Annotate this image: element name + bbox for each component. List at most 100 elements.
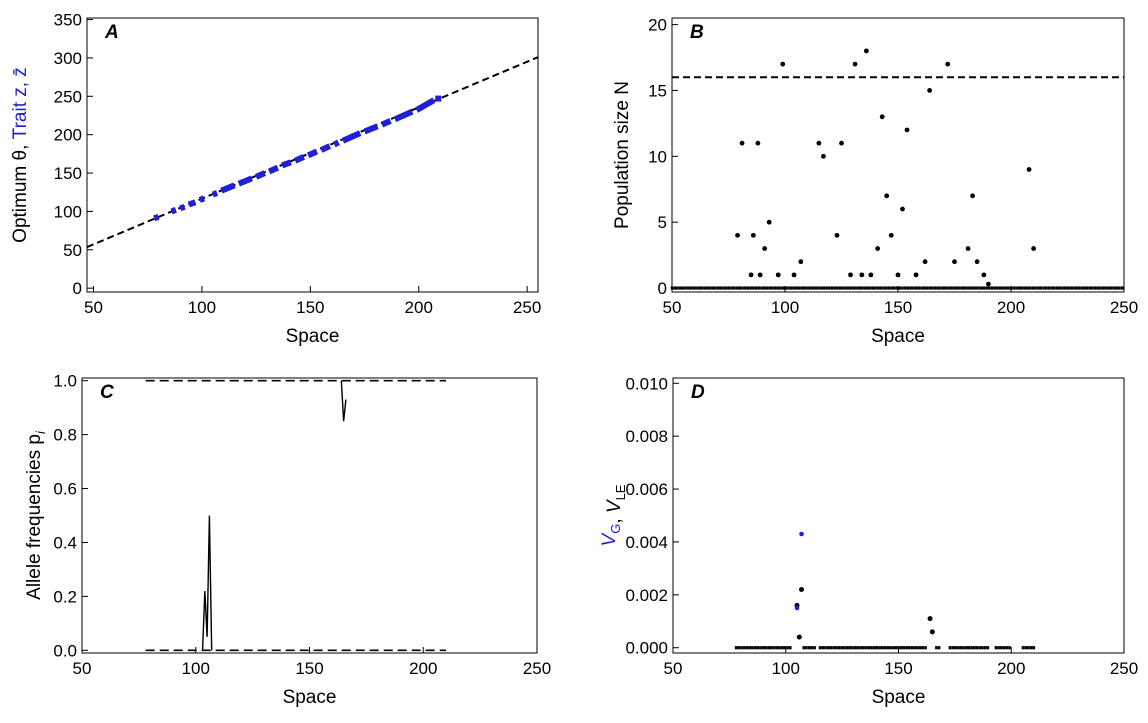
zero-point xyxy=(843,646,846,650)
y-axis-label: Population size N xyxy=(612,81,633,229)
zero-point xyxy=(670,286,674,290)
zero-point xyxy=(838,286,842,290)
y-axis-label: Allele frequencies pi xyxy=(24,430,48,600)
zero-point xyxy=(979,286,983,290)
zero-point xyxy=(1069,286,1072,290)
zero-point xyxy=(1085,286,1089,290)
zero-point xyxy=(686,286,690,290)
zero-point xyxy=(970,646,973,650)
zero-point xyxy=(762,286,766,290)
zero-point xyxy=(798,286,801,290)
zero-point xyxy=(772,646,776,650)
zero-point xyxy=(997,646,1000,650)
zero-point xyxy=(761,646,765,650)
population-point xyxy=(848,272,853,278)
zero-point xyxy=(994,646,998,650)
zero-point xyxy=(868,286,872,290)
x-tick-label: 150 xyxy=(296,298,324,317)
zero-point xyxy=(751,646,754,650)
zero-point xyxy=(1012,286,1016,290)
population-point xyxy=(879,114,885,120)
zero-point xyxy=(802,646,806,650)
zero-point xyxy=(925,286,929,290)
zero-point xyxy=(906,286,910,290)
panel-d: 50 100 150 200 250 0.000 0.002 0.004 0.006 0.008 0… xyxy=(599,374,1138,708)
population-point xyxy=(821,153,826,159)
zero-point xyxy=(733,286,736,290)
zero-point xyxy=(996,286,999,290)
x-axis-label: Space xyxy=(283,687,337,708)
zero-point xyxy=(770,646,773,650)
zero-point xyxy=(963,286,967,290)
trait-segment xyxy=(179,203,186,212)
zero-point xyxy=(714,286,717,290)
y-axis-label-part: V xyxy=(604,498,625,513)
zero-point xyxy=(803,286,807,290)
trait-segment xyxy=(237,175,253,187)
x-tick-label: 100 xyxy=(772,659,800,678)
y-axis-label: Optimum θ, Trait z, z̄ xyxy=(10,67,31,243)
vle-point xyxy=(796,634,802,640)
x-tick-label: 250 xyxy=(1110,659,1138,678)
zero-point xyxy=(910,646,914,650)
y-axis-label-part: , xyxy=(604,513,625,524)
y-tick-label: 0.000 xyxy=(625,639,668,658)
y-tick-label: 0.006 xyxy=(625,480,668,499)
zero-point xyxy=(933,286,937,290)
zero-point xyxy=(891,646,895,650)
population-point xyxy=(875,246,881,251)
zero-point xyxy=(935,646,938,650)
zero-point xyxy=(845,646,849,650)
population-point xyxy=(895,272,901,278)
zero-point xyxy=(771,286,774,290)
population-point xyxy=(762,246,768,251)
zero-point xyxy=(811,286,815,290)
zero-point xyxy=(1027,646,1030,650)
trait-segment xyxy=(293,154,306,164)
y-axis-label-part: Optimum θ, xyxy=(10,139,31,242)
zero-point xyxy=(908,646,911,650)
population-point xyxy=(735,232,740,238)
zero-point xyxy=(1093,286,1097,290)
zero-point xyxy=(1120,286,1124,290)
population-point xyxy=(913,272,919,278)
zero-point xyxy=(977,286,980,290)
zero-point xyxy=(768,286,771,290)
zero-point xyxy=(773,286,777,290)
zero-point xyxy=(767,646,770,650)
zero-point xyxy=(894,646,898,650)
zero-point xyxy=(738,286,742,290)
zero-point xyxy=(955,286,959,290)
population-point xyxy=(868,272,874,278)
trait-segment xyxy=(363,123,379,135)
zero-point xyxy=(1099,286,1102,290)
zero-point xyxy=(787,286,790,290)
zero-point xyxy=(1047,286,1051,290)
zero-point xyxy=(944,286,948,290)
zero-point xyxy=(778,646,781,650)
zero-point xyxy=(743,286,747,290)
zero-point xyxy=(752,286,755,290)
zero-point xyxy=(917,286,921,290)
zero-point xyxy=(874,286,877,290)
zero-point xyxy=(827,286,831,290)
zero-point xyxy=(924,646,927,650)
zero-point xyxy=(742,646,746,650)
y-tick-label: 0.002 xyxy=(625,586,668,605)
zero-point xyxy=(776,286,780,290)
zero-point xyxy=(902,646,906,650)
zero-point xyxy=(781,286,785,290)
zero-point xyxy=(1055,286,1059,290)
population-point xyxy=(791,272,797,278)
population-point xyxy=(900,206,905,212)
zero-point xyxy=(862,646,865,650)
zero-point xyxy=(954,646,957,650)
vle-point xyxy=(929,629,935,635)
zero-point xyxy=(844,286,847,290)
zero-point xyxy=(1025,286,1029,290)
zero-point xyxy=(1074,286,1078,290)
x-tick-label: 200 xyxy=(997,659,1025,678)
zero-point xyxy=(692,286,695,290)
zero-point xyxy=(948,646,952,650)
zero-point xyxy=(931,286,934,290)
